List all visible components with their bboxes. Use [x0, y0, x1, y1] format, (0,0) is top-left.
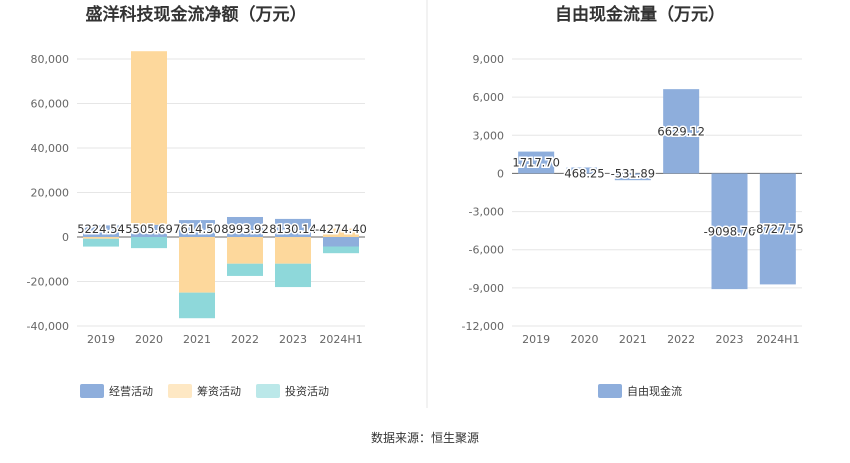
chart-title: 自由现金流量（万元）: [555, 4, 725, 25]
legend-item-筹资活动[interactable]: 筹资活动: [168, 384, 241, 398]
legend-item-自由现金流[interactable]: 自由现金流: [598, 384, 682, 398]
data-label: 468.25: [564, 166, 604, 180]
x-tick-label: 2023: [279, 333, 307, 346]
x-tick-label: 2019: [522, 333, 550, 346]
bar-自由现金流-2022: [663, 89, 700, 174]
bar-经营活动-2024H1: [323, 237, 359, 247]
bar-投资活动-2022: [227, 263, 263, 276]
legend-swatch: [256, 384, 280, 398]
y-tick-label: 6,000: [473, 91, 505, 104]
x-tick-label: 2021: [619, 333, 647, 346]
x-tick-label: 2021: [183, 333, 211, 346]
bar-筹资活动-2020: [131, 51, 167, 225]
y-tick-label: 3,000: [473, 129, 505, 142]
y-tick-label: -12,000: [462, 320, 504, 333]
legend-label: 筹资活动: [197, 384, 241, 398]
data-label: 7614.50: [173, 222, 221, 236]
bar-投资活动-2021: [179, 292, 215, 319]
y-tick-label: 9,000: [473, 53, 505, 66]
bar-筹资活动-2023: [275, 237, 311, 264]
chart-source-note: 数据来源：恒生聚源: [371, 430, 479, 445]
bar-投资活动-2020: [131, 237, 167, 249]
y-tick-label: 80,000: [31, 53, 70, 66]
bar-投资活动-2024H1: [323, 246, 359, 254]
x-tick-label: 2024H1: [319, 333, 362, 346]
x-tick-label: 2020: [135, 333, 163, 346]
x-tick-label: 2019: [87, 333, 115, 346]
legend-label: 自由现金流: [627, 384, 682, 398]
legend-item-经营活动[interactable]: 经营活动: [80, 384, 153, 398]
bar-经营活动-2019: [83, 225, 119, 237]
y-tick-label: 60,000: [31, 98, 70, 111]
y-tick-label: -9,000: [469, 282, 504, 295]
legend-swatch: [168, 384, 192, 398]
y-tick-label: -40,000: [27, 320, 69, 333]
bar-投资活动-2023: [275, 263, 311, 288]
x-tick-label: 2022: [231, 333, 259, 346]
data-label: -531.89: [611, 166, 655, 180]
bar-自由现金流-2021: [614, 173, 651, 181]
y-tick-label: 0: [62, 231, 69, 244]
x-tick-label: 2024H1: [756, 333, 799, 346]
data-label: 1717.70: [512, 156, 560, 170]
x-tick-label: 2020: [571, 333, 599, 346]
data-label: -4274.40: [315, 222, 367, 236]
bar-筹资活动-2019: [83, 237, 119, 239]
y-tick-label: 20,000: [31, 187, 70, 200]
data-label: -8727.75: [752, 222, 804, 236]
data-label: 8130.14: [269, 222, 317, 236]
bar-自由现金流-2023: [711, 173, 748, 290]
legend-item-投资活动[interactable]: 投资活动: [256, 384, 329, 398]
bar-经营活动-2021: [179, 220, 215, 237]
chart-1: 盛洋科技现金流净额（万元） 80,000 60,000 40,000 20,000 0 -2…: [27, 4, 368, 398]
bar-自由现金流-2019: [518, 151, 555, 174]
y-tick-label: 40,000: [31, 142, 70, 155]
data-label: 6629.12: [657, 124, 705, 138]
y-tick-label: -3,000: [469, 206, 504, 219]
legend-swatch: [80, 384, 104, 398]
data-label: -9098.76: [704, 224, 756, 238]
bar-自由现金流-2024H1: [759, 173, 796, 285]
x-tick-label: 2022: [667, 333, 695, 346]
legend-label: 投资活动: [285, 384, 329, 398]
legend-swatch: [598, 384, 622, 398]
bar-筹资活动-2024H1: [323, 228, 359, 237]
data-label: 5505.69: [125, 222, 173, 236]
bar-筹资活动-2021: [179, 237, 215, 293]
bar-投资活动-2019: [83, 238, 119, 247]
bar-经营活动-2023: [275, 218, 311, 237]
bar-自由现金流-2020: [566, 167, 603, 174]
bar-经营活动-2022: [227, 216, 263, 237]
legend-label: 经营活动: [109, 384, 153, 398]
bar-筹资活动-2022: [227, 237, 263, 264]
x-tick-label: 2023: [716, 333, 744, 346]
chart-2: 自由现金流量（万元） 9,000 6,000 3,000 0 -3,000 -6,000 -9…: [462, 4, 805, 398]
y-tick-label: -6,000: [469, 244, 504, 257]
y-tick-label: -20,000: [27, 276, 69, 289]
data-label: 8993.92: [221, 222, 269, 236]
bar-经营活动-2020: [131, 224, 167, 237]
y-tick-label: 0: [497, 167, 504, 180]
chart-title: 盛洋科技现金流净额（万元）: [86, 4, 307, 25]
data-label: 5224.54: [77, 222, 125, 236]
